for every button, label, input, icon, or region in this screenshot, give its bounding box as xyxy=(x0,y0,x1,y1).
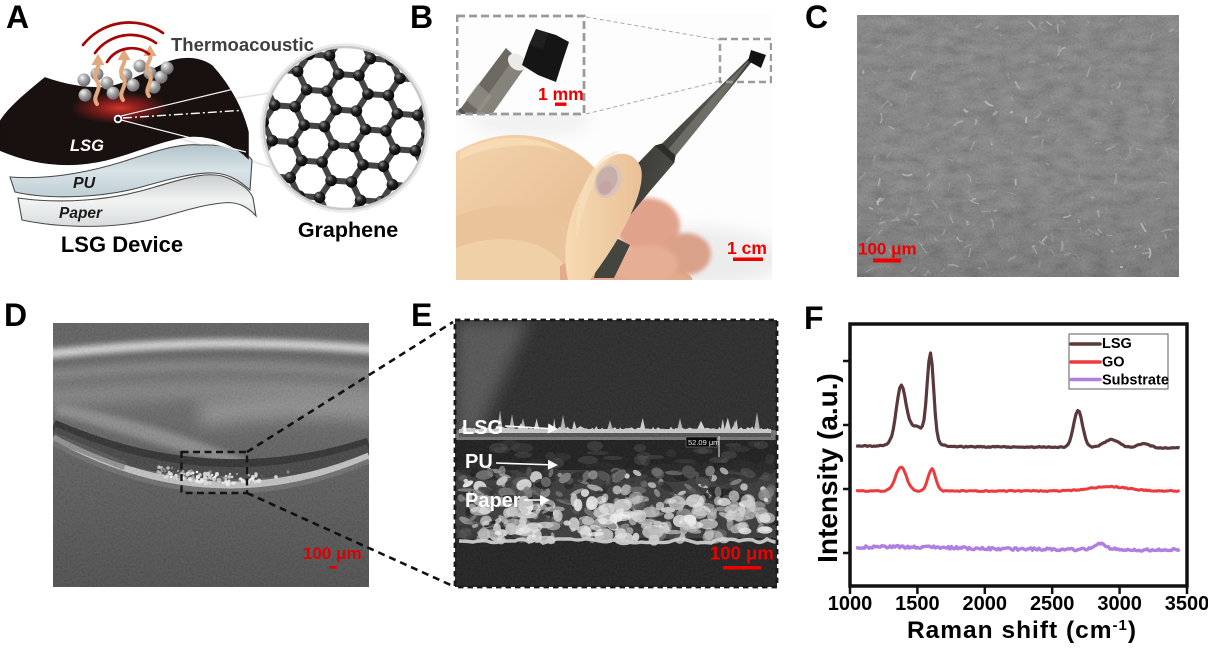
svg-text:2500: 2500 xyxy=(1030,593,1075,615)
svg-text:LSG: LSG xyxy=(462,417,503,439)
svg-text:1 cm: 1 cm xyxy=(727,238,767,258)
svg-text:Thermoacoustic: Thermoacoustic xyxy=(171,34,314,55)
svg-text:Graphene: Graphene xyxy=(298,218,398,242)
svg-text:52.09 μm: 52.09 μm xyxy=(688,438,719,447)
svg-text:1500: 1500 xyxy=(895,593,940,615)
svg-text:LSG: LSG xyxy=(70,137,104,155)
svg-text:1 mm: 1 mm xyxy=(538,84,584,104)
svg-text:100 μm: 100 μm xyxy=(858,240,917,259)
svg-text:Paper: Paper xyxy=(465,490,521,512)
svg-text:Paper: Paper xyxy=(59,205,103,222)
svg-text:LSG Device: LSG Device xyxy=(61,232,183,257)
svg-text:3000: 3000 xyxy=(1097,593,1142,615)
svg-text:Substrate: Substrate xyxy=(1102,373,1169,389)
svg-text:Raman shift (cm-1): Raman shift (cm-1) xyxy=(907,617,1137,644)
svg-text:100 μm: 100 μm xyxy=(710,543,774,564)
svg-text:LSG: LSG xyxy=(1102,336,1132,352)
svg-text:PU: PU xyxy=(73,175,96,192)
svg-text:100 μm: 100 μm xyxy=(303,544,362,563)
svg-text:PU: PU xyxy=(465,451,493,473)
svg-text:GO: GO xyxy=(1102,355,1125,371)
svg-text:2000: 2000 xyxy=(963,593,1008,615)
svg-text:3500: 3500 xyxy=(1165,593,1208,615)
svg-text:1000: 1000 xyxy=(828,593,873,615)
svg-text:Intensity (a.u.): Intensity (a.u.) xyxy=(812,373,843,563)
